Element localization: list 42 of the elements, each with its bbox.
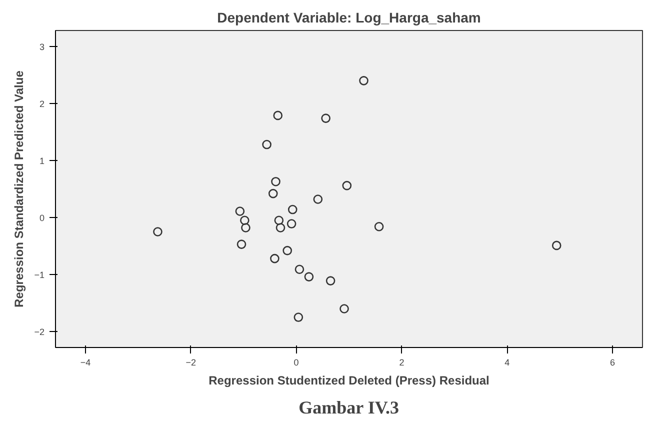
point [294,312,304,322]
x-axis-title: Regression Studentized Deleted (Press) Residual [208,374,490,388]
point [271,176,280,186]
chart-title: Dependent Variable: Log_Harga_saham [217,10,481,26]
point [326,276,336,286]
point [274,216,284,225]
point [241,223,250,232]
text: Gambar IV.3 [298,398,400,418]
y-axis-title: Regression Standardized Predicted Value [12,70,26,308]
point [270,254,280,264]
y-tick-label: 2 [39,98,45,109]
point [359,76,368,86]
point [273,110,283,120]
point [288,204,298,214]
x-tick-label: 2 [399,358,404,368]
y-tick-label: 3 [39,42,45,52]
point [236,240,246,249]
point [340,304,349,314]
point [321,114,330,123]
x-tick-label: 0 [294,358,299,368]
point [342,180,352,190]
x-tick-label: 4 [504,358,510,368]
x-tick-label: 6 [610,358,615,368]
point [552,240,562,250]
point [268,188,278,198]
point [276,223,286,232]
point [262,140,272,150]
point [235,206,245,216]
y-tick-label: −2 [34,327,45,338]
point [282,246,292,256]
point [240,216,250,225]
point [304,272,314,282]
point [313,194,323,204]
y-tick-label: 0 [39,213,45,224]
x-tick-label: −2 [186,358,196,368]
point [286,219,296,228]
point [374,222,384,232]
point [294,264,304,274]
y-tick-label: 1 [39,156,45,166]
y-tick-label: −1 [34,270,45,280]
point [153,227,162,236]
x-tick-label: −4 [80,358,91,368]
